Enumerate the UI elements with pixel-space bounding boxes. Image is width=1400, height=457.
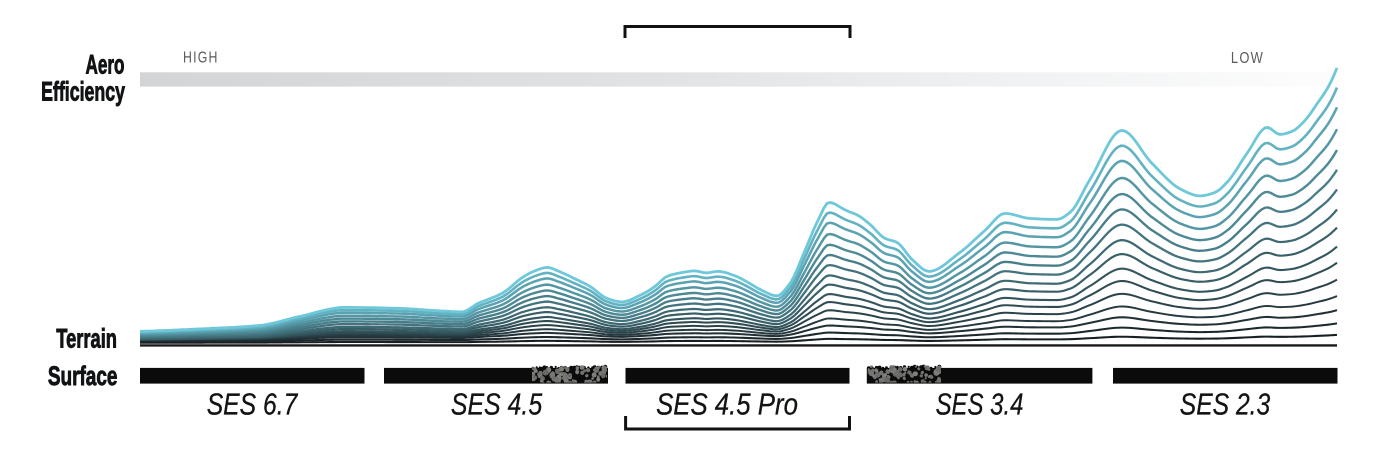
svg-text:SES 6.7: SES 6.7 <box>207 387 299 421</box>
svg-text:Aero: Aero <box>86 50 125 80</box>
svg-text:SES 2.3: SES 2.3 <box>1180 387 1271 421</box>
svg-text:Surface: Surface <box>48 361 118 391</box>
svg-text:LOW: LOW <box>1231 50 1264 67</box>
svg-text:SES 4.5 Pro: SES 4.5 Pro <box>656 388 798 423</box>
svg-text:HIGH: HIGH <box>183 48 219 66</box>
svg-text:SES 3.4: SES 3.4 <box>936 387 1024 422</box>
svg-text:Efficiency: Efficiency <box>41 76 125 107</box>
svg-text:SES 4.5: SES 4.5 <box>451 387 543 421</box>
svg-text:Terrain: Terrain <box>56 323 117 353</box>
